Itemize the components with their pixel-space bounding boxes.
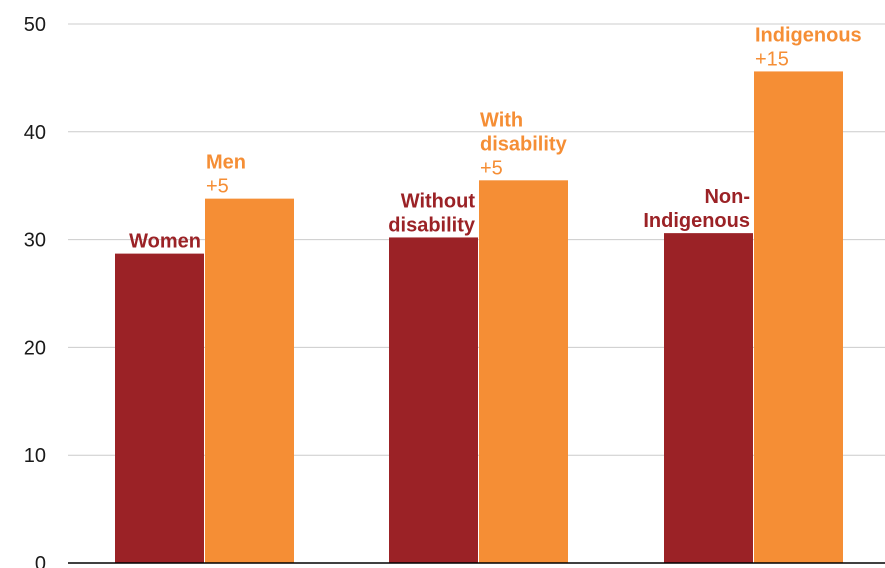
bar-label: Without <box>401 190 476 212</box>
y-tick-label: 30 <box>24 230 46 252</box>
y-axis-ticks: 0 10 20 30 40 50 <box>24 14 46 568</box>
y-tick-label: 10 <box>24 445 46 467</box>
bar <box>389 237 478 563</box>
bar-label: With <box>480 109 523 131</box>
y-tick-label: 0 <box>35 553 46 568</box>
bar-label: disability <box>388 214 476 236</box>
difference-label: +5 <box>480 157 503 179</box>
bar-label: disability <box>480 133 568 155</box>
bar-labels: WomenMen+5WithoutdisabilityWithdisabilit… <box>129 24 862 252</box>
bars <box>115 71 843 564</box>
bar-label: Men <box>206 152 246 174</box>
difference-label: +5 <box>206 176 229 198</box>
y-tick-label: 20 <box>24 337 46 359</box>
bar-label: Indigenous <box>643 210 750 232</box>
bar <box>754 71 843 563</box>
bar <box>664 233 753 563</box>
bar <box>479 180 568 563</box>
y-tick-label: 40 <box>24 122 46 144</box>
difference-label: +15 <box>755 48 789 70</box>
bar <box>115 253 204 563</box>
bar-label: Indigenous <box>755 24 862 46</box>
bar-label: Non- <box>704 186 750 208</box>
y-tick-label: 50 <box>24 14 46 36</box>
bar <box>205 198 294 564</box>
bar-label: Women <box>129 231 201 253</box>
